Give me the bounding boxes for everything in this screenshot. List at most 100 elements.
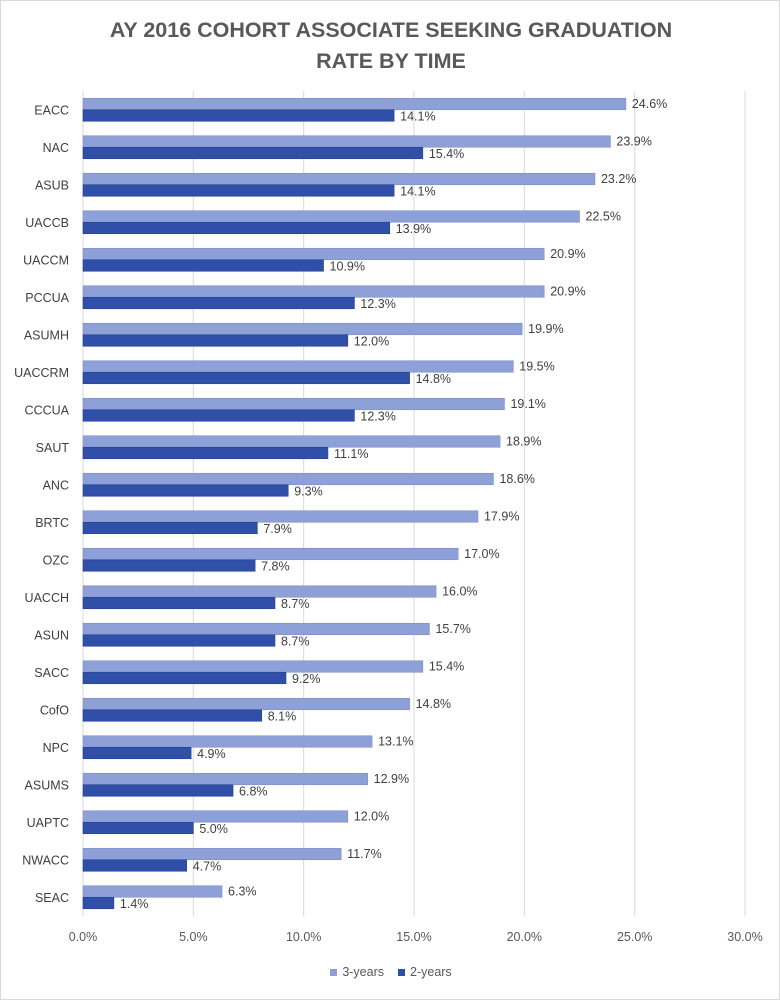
chart-legend: 3-years 2-years <box>1 965 780 979</box>
bar-3-years <box>82 360 514 373</box>
legend-label-2-years: 2-years <box>410 965 452 979</box>
data-label-3-years: 15.4% <box>429 659 464 673</box>
bar-3-years <box>82 172 596 186</box>
category-label: UACCRM <box>14 366 69 380</box>
data-label-3-years: 12.9% <box>374 772 409 786</box>
bar-3-years <box>82 97 627 111</box>
data-label-2-years: 9.3% <box>294 484 323 498</box>
category-label: OZC <box>43 553 69 567</box>
category-label: CofO <box>40 703 69 717</box>
x-tick-label: 0.0% <box>69 930 98 944</box>
legend-swatch-2-years <box>398 968 405 976</box>
bar-2-years <box>82 334 349 347</box>
bar-2-years <box>82 184 395 197</box>
bar-3-years <box>82 397 505 411</box>
bar-2-years <box>82 146 424 160</box>
data-label-3-years: 20.9% <box>550 247 585 261</box>
data-label-2-years: 5.0% <box>199 822 228 836</box>
chart-title: AY 2016 COHORT ASSOCIATE SEEKING GRADUAT… <box>1 15 780 77</box>
bar-2-years <box>82 784 234 797</box>
category-label: ASUB <box>35 178 69 192</box>
bar-3-years <box>82 247 545 261</box>
bar-3-years <box>82 735 373 748</box>
data-label-3-years: 23.9% <box>616 134 651 148</box>
bar-2-years <box>82 821 194 835</box>
chart-title-line-1: AY 2016 COHORT ASSOCIATE SEEKING GRADUAT… <box>109 18 673 42</box>
data-label-3-years: 22.5% <box>586 209 621 223</box>
data-label-2-years: 7.8% <box>261 559 290 573</box>
x-tick-label: 25.0% <box>617 930 652 944</box>
data-label-3-years: 19.5% <box>519 359 554 373</box>
data-label-2-years: 1.4% <box>120 897 149 911</box>
bar-2-years <box>82 859 188 872</box>
category-label: UACCM <box>23 253 69 267</box>
chart-title-line-2: RATE BY TIME <box>316 49 466 73</box>
data-label-3-years: 11.7% <box>347 847 382 861</box>
category-label: SAUT <box>36 441 70 455</box>
data-label-3-years: 23.2% <box>601 172 636 186</box>
x-tick-label: 30.0% <box>727 930 762 944</box>
bar-2-years <box>82 409 355 422</box>
bar-3-years <box>82 660 424 673</box>
data-label-2-years: 12.3% <box>360 297 395 311</box>
data-label-2-years: 6.8% <box>239 784 268 798</box>
category-label: ASUN <box>34 628 69 642</box>
bar-2-years <box>82 596 276 610</box>
bar-2-years <box>82 484 289 497</box>
data-label-3-years: 14.8% <box>416 697 451 711</box>
bar-3-years <box>82 847 342 861</box>
x-tick-label: 15.0% <box>396 930 431 944</box>
bar-2-years <box>82 634 276 647</box>
bar-3-years <box>82 510 479 523</box>
data-label-2-years: 7.9% <box>263 522 292 536</box>
bar-3-years <box>82 810 349 823</box>
data-label-3-years: 19.9% <box>528 322 563 336</box>
category-label: NWACC <box>22 853 69 867</box>
data-label-3-years: 13.1% <box>378 734 413 748</box>
category-label: UACCH <box>25 591 69 605</box>
bar-3-years <box>82 547 459 561</box>
bar-3-years <box>82 322 523 336</box>
category-label: UACCB <box>25 216 69 230</box>
data-label-2-years: 4.9% <box>197 747 226 761</box>
bar-3-years <box>82 697 410 711</box>
data-label-2-years: 8.1% <box>268 709 297 723</box>
data-label-2-years: 4.7% <box>193 859 222 873</box>
category-label: CCCUA <box>25 403 70 417</box>
data-label-2-years: 13.9% <box>396 222 431 236</box>
data-label-2-years: 11.1% <box>334 447 369 461</box>
bar-2-years <box>82 296 355 310</box>
data-label-2-years: 14.1% <box>400 109 435 123</box>
x-tick-label: 20.0% <box>507 930 542 944</box>
bar-3-years <box>82 885 223 898</box>
data-label-2-years: 8.7% <box>281 634 310 648</box>
category-label: ANC <box>43 478 69 492</box>
data-label-3-years: 19.1% <box>510 397 545 411</box>
bar-2-years <box>82 671 287 685</box>
category-label: NPC <box>43 741 69 755</box>
bar-2-years <box>82 746 192 760</box>
data-label-3-years: 17.0% <box>464 547 499 561</box>
bar-3-years <box>82 472 494 486</box>
data-label-3-years: 16.0% <box>442 584 477 598</box>
bar-chart: 0.0% 5.0% 10.0% 15.0% 20.0% 25.0% 30.0% EACC 24.… <box>14 91 763 944</box>
bar-2-years <box>82 896 115 910</box>
legend-label-3-years: 3-years <box>342 965 384 979</box>
data-label-3-years: 15.7% <box>435 622 470 636</box>
data-label-3-years: 18.9% <box>506 434 541 448</box>
data-label-2-years: 12.3% <box>360 409 395 423</box>
data-label-3-years: 6.3% <box>228 884 257 898</box>
category-label: PCCUA <box>25 291 69 305</box>
bar-3-years <box>82 585 437 598</box>
category-label: NAC <box>43 141 69 155</box>
bar-3-years <box>82 622 430 636</box>
bar-3-years <box>82 285 545 298</box>
data-label-2-years: 8.7% <box>281 597 310 611</box>
data-label-2-years: 9.2% <box>292 672 321 686</box>
legend-swatch-3-years <box>330 968 338 976</box>
category-label: ASUMS <box>25 778 69 792</box>
data-label-3-years: 18.6% <box>499 472 534 486</box>
data-label-2-years: 12.0% <box>354 334 389 348</box>
bar-2-years <box>82 446 329 460</box>
